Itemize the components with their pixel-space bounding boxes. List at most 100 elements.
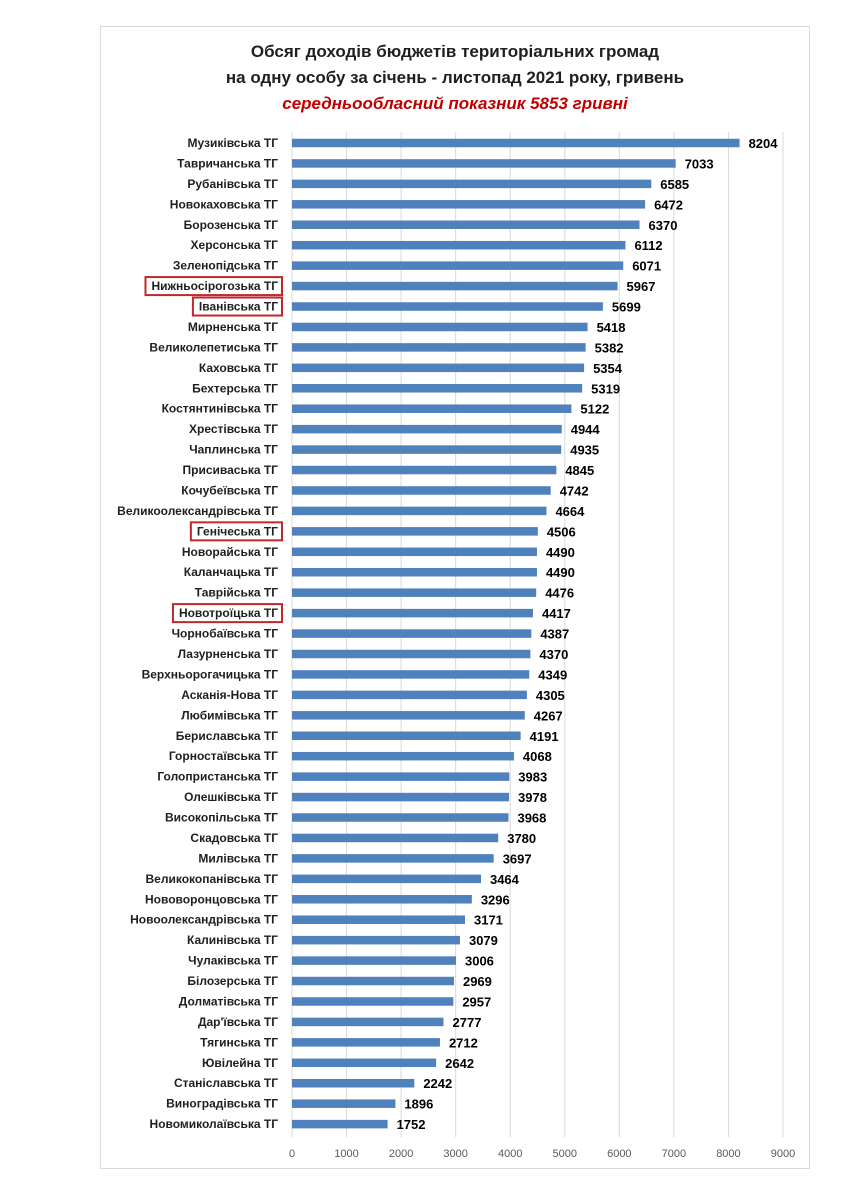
bar bbox=[292, 1017, 444, 1027]
bar bbox=[292, 179, 652, 189]
data-label: 7033 bbox=[685, 156, 714, 171]
data-label: 4664 bbox=[555, 504, 585, 519]
category-label: Рубанівська ТГ bbox=[187, 177, 278, 191]
category-label: Білозерська ТГ bbox=[187, 974, 278, 988]
chart-frame bbox=[100, 26, 810, 1169]
data-label: 3006 bbox=[465, 954, 494, 969]
data-label: 4417 bbox=[542, 606, 571, 621]
bar bbox=[292, 1038, 440, 1047]
data-label: 4387 bbox=[540, 627, 569, 642]
data-label: 8204 bbox=[749, 136, 779, 151]
category-label: Виноградівська ТГ bbox=[166, 1097, 278, 1111]
chart-subtitle: середньообласний показник 5853 гривні bbox=[282, 94, 628, 113]
category-label: Верхньорогачицька ТГ bbox=[142, 667, 279, 681]
chart-title-line-2: на одну особу за січень - листопад 2021 … bbox=[225, 68, 685, 87]
bar bbox=[292, 608, 533, 618]
bar bbox=[292, 854, 494, 863]
category-label: Тавричанська ТГ bbox=[177, 156, 278, 170]
data-label: 5699 bbox=[612, 300, 641, 315]
category-label: Хрестівська ТГ bbox=[189, 422, 278, 436]
category-label: Нижньосірогозька ТГ bbox=[151, 279, 278, 293]
category-label: Горностаївська ТГ bbox=[169, 749, 278, 763]
highlight-box bbox=[171, 603, 283, 624]
category-label: Калинівська ТГ bbox=[187, 933, 278, 947]
data-label: 6071 bbox=[632, 259, 661, 274]
category-label: Костянтинівська ТГ bbox=[162, 402, 279, 416]
data-label: 2969 bbox=[463, 974, 492, 989]
data-label: 5122 bbox=[580, 402, 609, 417]
category-label: Ювілейна ТГ bbox=[202, 1056, 278, 1070]
labels: 0 1000 2000 3000 4000 5000 6000 7000 8000 9000 Муз… bbox=[117, 136, 795, 1160]
bar bbox=[292, 1119, 388, 1129]
category-label: Каховська ТГ bbox=[199, 361, 278, 375]
data-label: 3079 bbox=[469, 933, 498, 948]
data-label: 5967 bbox=[627, 279, 656, 294]
bar bbox=[292, 935, 460, 945]
category-label: Херсонська ТГ bbox=[191, 238, 279, 252]
bar bbox=[292, 506, 547, 516]
category-label: Іванівська ТГ bbox=[199, 300, 278, 314]
bar bbox=[292, 240, 626, 250]
bar bbox=[292, 956, 456, 965]
x-tick-label: 8000 bbox=[716, 1148, 740, 1160]
data-label: 3780 bbox=[507, 831, 536, 846]
data-label: 5382 bbox=[595, 340, 624, 355]
highlight-box bbox=[189, 521, 283, 542]
category-label: Новоолександрівська ТГ bbox=[130, 913, 278, 927]
data-label: 2777 bbox=[453, 1015, 482, 1030]
category-label: Олешківська ТГ bbox=[184, 790, 278, 804]
data-label: 6472 bbox=[654, 197, 683, 212]
bar bbox=[292, 322, 588, 332]
bar bbox=[292, 833, 499, 843]
category-label: Мирненська ТГ bbox=[188, 320, 278, 334]
data-label: 4370 bbox=[539, 647, 568, 662]
data-label: 1752 bbox=[397, 1117, 426, 1132]
bar bbox=[292, 649, 531, 659]
data-label: 2957 bbox=[462, 994, 491, 1009]
bar bbox=[292, 445, 562, 454]
x-tick-label: 3000 bbox=[443, 1148, 467, 1160]
x-tick-label: 0 bbox=[289, 1148, 295, 1160]
chart-title: Обсяг доходів бюджетів територіальних гр… bbox=[250, 42, 660, 61]
bar bbox=[292, 711, 525, 720]
data-label: 4191 bbox=[530, 729, 559, 744]
bar bbox=[292, 1099, 396, 1108]
category-label: Асканія-Нова ТГ bbox=[181, 688, 278, 702]
bar bbox=[292, 384, 583, 393]
category-label: Новотроїцька ТГ bbox=[179, 606, 278, 620]
category-label: Любимівська ТГ bbox=[181, 708, 278, 722]
data-label: 3983 bbox=[518, 770, 547, 785]
bar bbox=[292, 363, 585, 373]
bars bbox=[292, 138, 740, 1129]
category-label: Високопільська ТГ bbox=[165, 811, 278, 825]
bar bbox=[292, 159, 676, 168]
data-label: 2642 bbox=[445, 1056, 474, 1071]
category-label: Бехтерська ТГ bbox=[192, 381, 278, 395]
category-label: Каланчацька ТГ bbox=[184, 565, 278, 579]
data-label: 4506 bbox=[547, 524, 576, 539]
bar bbox=[292, 751, 514, 761]
bar bbox=[292, 1058, 437, 1068]
data-label: 5418 bbox=[597, 320, 626, 335]
data-label: 4068 bbox=[523, 749, 552, 764]
category-label: Чулаківська ТГ bbox=[188, 954, 278, 968]
bar bbox=[292, 629, 532, 638]
category-label: Долматівська ТГ bbox=[179, 994, 278, 1008]
x-tick-label: 5000 bbox=[553, 1148, 577, 1160]
bar bbox=[292, 220, 640, 230]
data-label: 3296 bbox=[481, 892, 510, 907]
data-label: 4935 bbox=[570, 443, 599, 458]
data-label: 4490 bbox=[546, 565, 575, 580]
category-label: Чорнобаївська ТГ bbox=[172, 627, 279, 641]
x-tick-label: 2000 bbox=[389, 1148, 413, 1160]
category-label: Новорайська ТГ bbox=[182, 545, 278, 559]
bar bbox=[292, 486, 551, 495]
data-label: 5319 bbox=[591, 381, 620, 396]
data-label: 3968 bbox=[517, 811, 546, 826]
category-label: Великокопанівська ТГ bbox=[146, 872, 279, 886]
bar bbox=[292, 404, 572, 413]
x-tick-label: 7000 bbox=[662, 1148, 686, 1160]
bar bbox=[292, 465, 557, 475]
highlight-box bbox=[144, 276, 283, 297]
bar bbox=[292, 690, 527, 700]
